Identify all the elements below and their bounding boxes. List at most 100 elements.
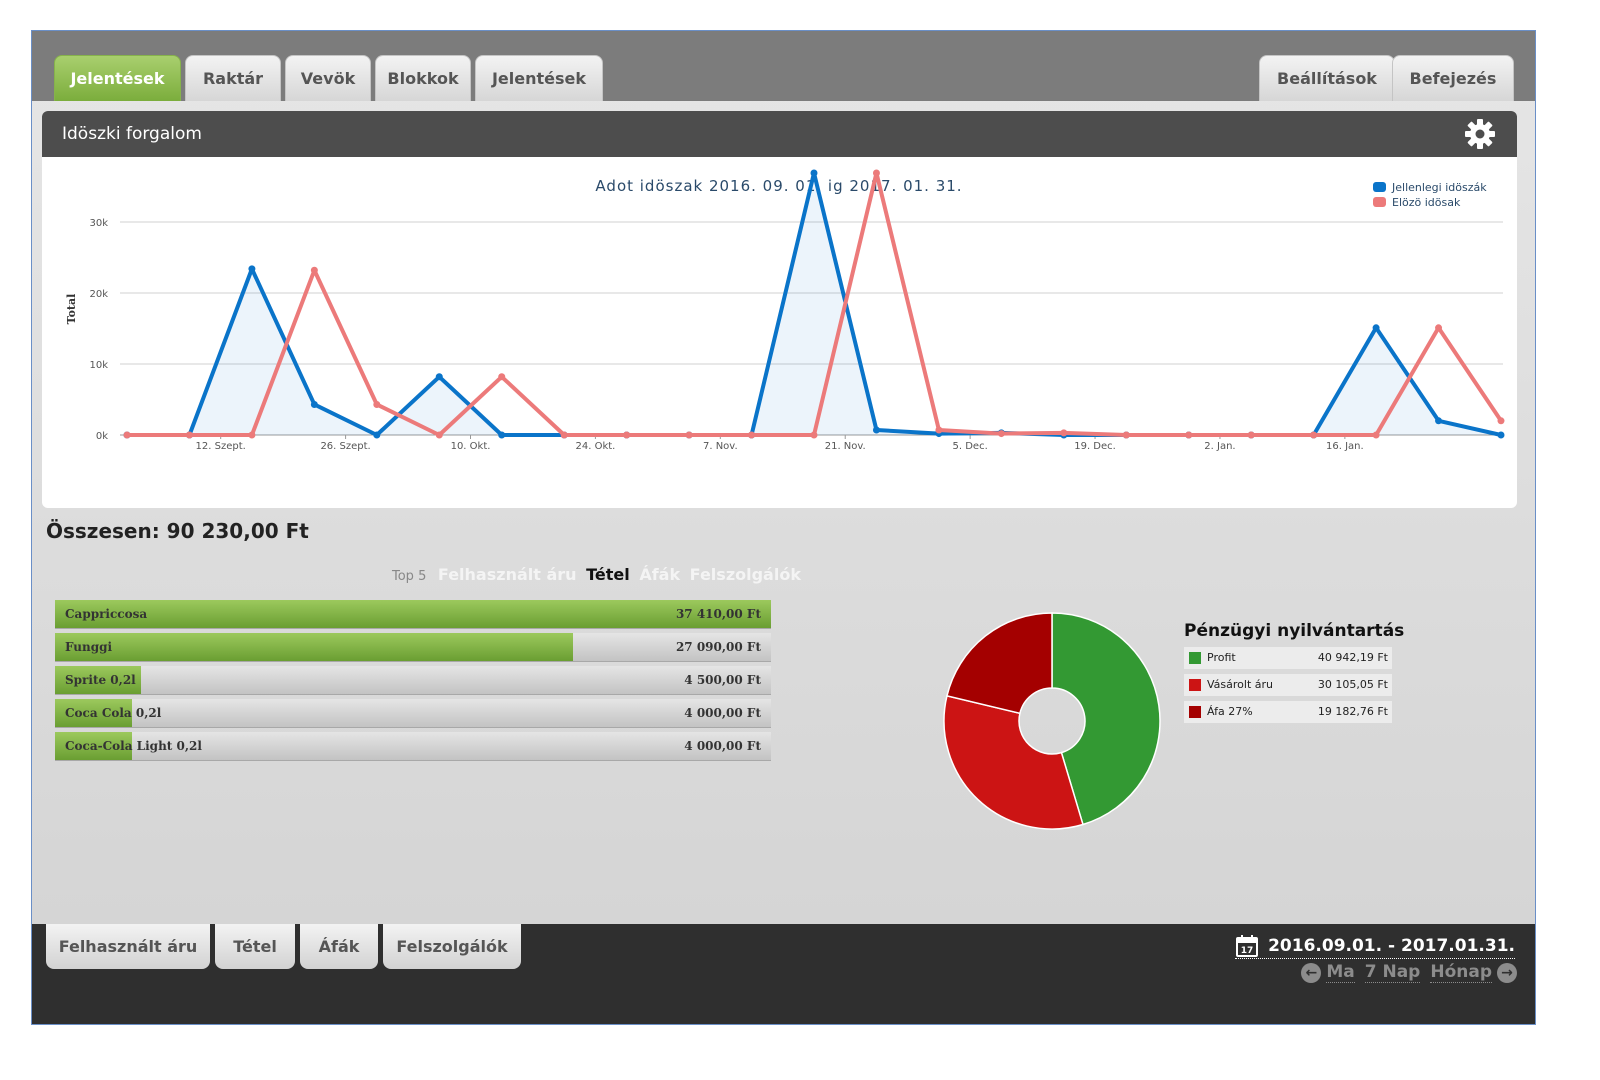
data-point bbox=[1435, 324, 1443, 332]
bar-fill bbox=[55, 633, 574, 661]
tab-jelentesek[interactable]: Jelentések bbox=[475, 55, 603, 101]
legend-swatch bbox=[1373, 182, 1386, 192]
finance-row-name: Vásárolt áru bbox=[1207, 678, 1273, 691]
chart-title: Adot idöszak 2016. 09. 01. ig 2017. 01. … bbox=[595, 177, 962, 195]
x-tick-label: 16. Jan. bbox=[1326, 441, 1364, 452]
date-range-picker[interactable]: 17 2016.09.01. - 2017.01.31. bbox=[1235, 934, 1515, 959]
finance-row-value: 19 182,76 Ft bbox=[1317, 705, 1388, 718]
x-tick-label: 21. Nov. bbox=[825, 441, 866, 452]
quick-nav: ← Ma 7 Nap Hónap → bbox=[1301, 962, 1517, 983]
data-point bbox=[248, 431, 256, 439]
data-point bbox=[1310, 431, 1318, 439]
finance-row-vasarolt: Vásárolt áru 30 105,05 Ft bbox=[1184, 674, 1392, 696]
data-point bbox=[185, 431, 193, 439]
data-point bbox=[623, 431, 631, 439]
bar-row: Cappriccosa 37 410,00 Ft bbox=[55, 600, 771, 629]
bar-value: 4 000,00 Ft bbox=[684, 739, 761, 753]
data-point bbox=[810, 431, 818, 439]
arrow-right-icon[interactable]: → bbox=[1497, 962, 1517, 983]
y-tick-label: 0k bbox=[96, 431, 108, 442]
data-point bbox=[1247, 431, 1255, 439]
top-navigation: Jelentések Raktár Vevök Blokkok Jelentés… bbox=[32, 31, 1535, 101]
bar-row: Funggi 27 090,00 Ft bbox=[55, 633, 771, 662]
data-point bbox=[1185, 431, 1193, 439]
legend-label: Elözö idösak bbox=[1392, 196, 1461, 209]
data-point bbox=[872, 426, 880, 434]
date-range-text: 2016.09.01. - 2017.01.31. bbox=[1268, 936, 1515, 956]
legend-swatch bbox=[1189, 679, 1201, 691]
calendar-icon: 17 bbox=[1236, 935, 1259, 957]
series-area-1 bbox=[127, 173, 1501, 435]
data-point bbox=[810, 169, 818, 177]
x-tick-label: 2. Jan. bbox=[1204, 441, 1235, 452]
tab-befejezes[interactable]: Befejezés bbox=[1392, 55, 1514, 101]
data-point bbox=[997, 430, 1005, 438]
data-point bbox=[1060, 429, 1068, 437]
finance-row-profit: Profit 40 942,19 Ft bbox=[1184, 647, 1392, 669]
tab-raktar[interactable]: Raktár bbox=[185, 55, 281, 101]
legend-swatch bbox=[1189, 652, 1201, 664]
data-point bbox=[123, 431, 131, 439]
arrow-left-icon[interactable]: ← bbox=[1301, 962, 1322, 983]
data-point bbox=[560, 431, 568, 439]
data-point bbox=[748, 431, 756, 439]
tab-blokkok[interactable]: Blokkok bbox=[375, 55, 471, 101]
finance-title: Pénzügyi nyilvántartás bbox=[1184, 621, 1405, 641]
quick-nav-today[interactable]: Ma bbox=[1326, 962, 1355, 983]
tab-jelentesek-active[interactable]: Jelentések bbox=[54, 55, 181, 101]
bottom-tab-tetel[interactable]: Tétel bbox=[215, 924, 295, 969]
y-axis-label: Total bbox=[65, 294, 78, 325]
app-window: Jelentések Raktár Vevök Blokkok Jelentés… bbox=[31, 30, 1536, 1025]
finance-donut-chart bbox=[943, 612, 1161, 830]
bar-name: Cappriccosa bbox=[65, 607, 148, 621]
data-point bbox=[1372, 324, 1380, 332]
quick-nav-7days[interactable]: 7 Nap bbox=[1364, 962, 1421, 983]
donut-slice-3 bbox=[946, 612, 1053, 715]
data-point bbox=[435, 373, 443, 381]
data-point bbox=[872, 169, 880, 177]
panel-title: Idöszki forgalom bbox=[62, 124, 202, 144]
finance-row-name: Profit bbox=[1207, 651, 1236, 664]
gear-icon[interactable] bbox=[1463, 117, 1497, 151]
top5-bar-list: Cappriccosa 37 410,00 Ft Funggi 27 090,0… bbox=[55, 600, 771, 765]
top5-tab-afak[interactable]: Áfák bbox=[639, 565, 681, 584]
donut-slice-2 bbox=[943, 694, 1084, 830]
data-point bbox=[1372, 431, 1380, 439]
tab-beallitasok[interactable]: Beállítások bbox=[1259, 55, 1395, 101]
tab-vevok[interactable]: Vevök bbox=[285, 55, 371, 101]
y-tick-label: 30k bbox=[89, 218, 108, 229]
bar-value: 4 500,00 Ft bbox=[684, 673, 761, 687]
bar-value: 27 090,00 Ft bbox=[675, 640, 761, 654]
bar-name: Sprite 0,2l bbox=[65, 673, 136, 687]
bar-name: Funggi bbox=[65, 640, 113, 654]
bar-value: 4 000,00 Ft bbox=[684, 706, 761, 720]
finance-row-name: Áfa 27% bbox=[1207, 705, 1253, 718]
bar-row: Coca Cola 0,2l 4 000,00 Ft bbox=[55, 699, 771, 728]
quick-nav-month[interactable]: Hónap bbox=[1430, 962, 1492, 983]
bar-name: Coca Cola 0,2l bbox=[65, 706, 162, 720]
x-tick-label: 5. Dec. bbox=[953, 441, 988, 452]
top5-label: Top 5 bbox=[392, 569, 427, 584]
x-tick-label: 12. Szept. bbox=[196, 441, 246, 452]
bottom-tab-felhasznalt-aru[interactable]: Felhasznált áru bbox=[46, 924, 210, 969]
data-point bbox=[1497, 431, 1505, 439]
data-point bbox=[1435, 417, 1443, 425]
data-point bbox=[498, 431, 506, 439]
bottom-tab-felszolgalok[interactable]: Felszolgálók bbox=[383, 924, 521, 969]
bottom-tab-afak[interactable]: Áfák bbox=[300, 924, 378, 969]
x-tick-label: 7. Nov. bbox=[703, 441, 738, 452]
bar-fill bbox=[55, 600, 771, 628]
data-point bbox=[685, 431, 693, 439]
data-point bbox=[248, 265, 256, 273]
panel-header: Idöszki forgalom bbox=[42, 111, 1517, 157]
top5-tab-felhasznalt-aru[interactable]: Felhasznált áru bbox=[437, 565, 577, 584]
finance-row-value: 30 105,05 Ft bbox=[1317, 678, 1388, 691]
finance-row-afa: Áfa 27% 19 182,76 Ft bbox=[1184, 701, 1392, 723]
legend-swatch bbox=[1373, 197, 1386, 207]
data-point bbox=[498, 373, 506, 381]
top5-tab-tetel[interactable]: Tétel bbox=[586, 565, 630, 584]
top5-tab-felszolgalok[interactable]: Felszolgálók bbox=[689, 565, 801, 584]
bar-fill bbox=[55, 666, 142, 694]
bar-name: Coca-Cola Light 0,2l bbox=[65, 739, 202, 753]
data-point bbox=[1497, 417, 1505, 425]
